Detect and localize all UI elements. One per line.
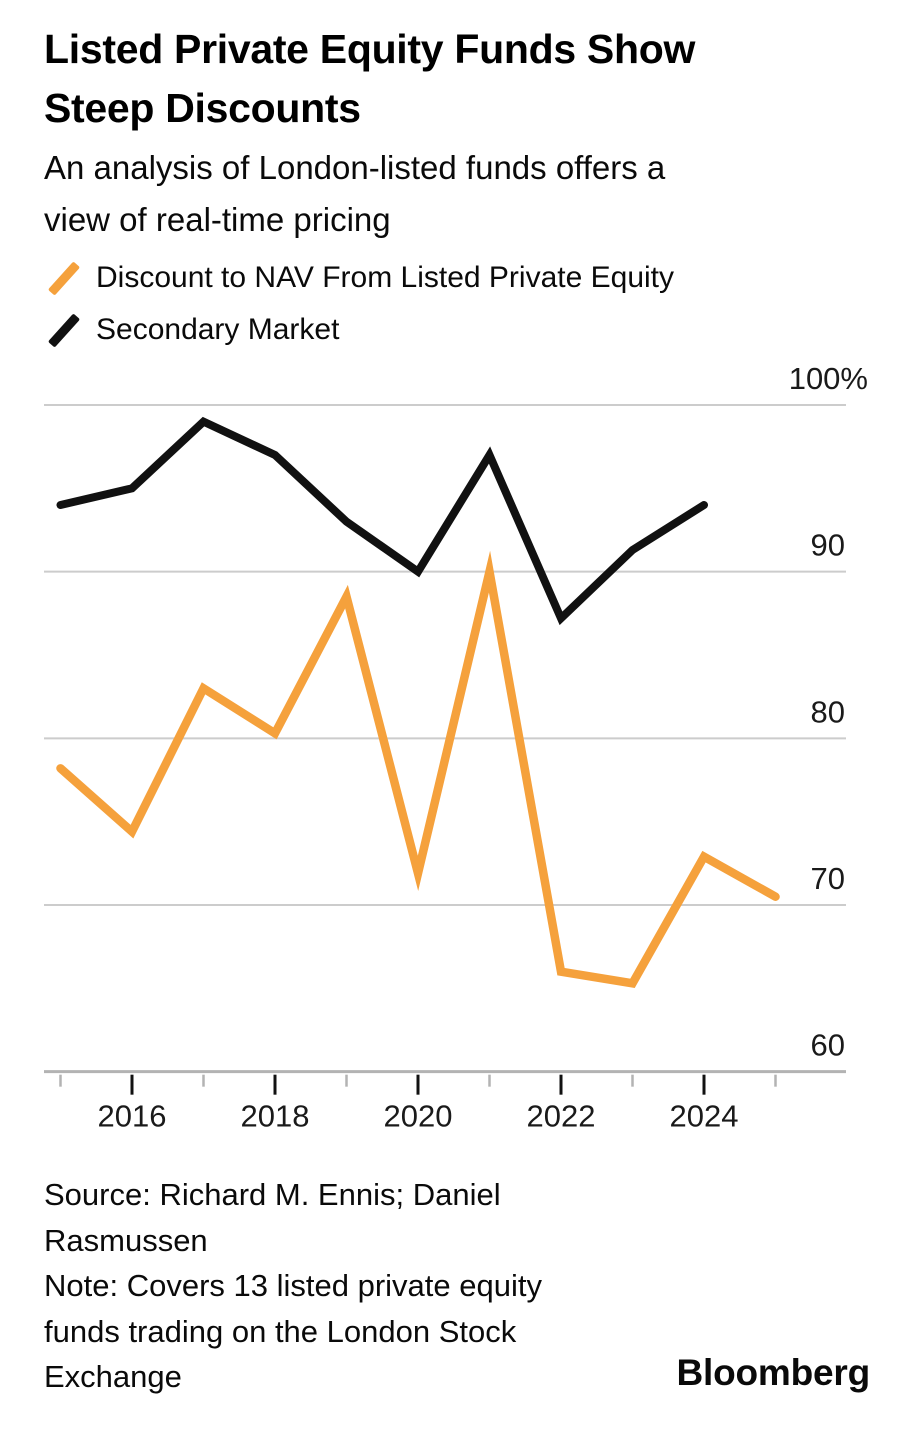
- legend-slash-orange-icon: [44, 258, 84, 298]
- svg-text:70: 70: [811, 861, 845, 896]
- svg-text:2020: 2020: [384, 1099, 453, 1134]
- svg-text:80: 80: [811, 694, 845, 729]
- chart-subtitle: An analysis of London-listed funds offer…: [44, 142, 874, 246]
- chart-subtitle-line2: view of real-time pricing: [44, 201, 391, 238]
- footer-notes: Source: Richard M. Ennis; Daniel Rasmuss…: [44, 1172, 704, 1400]
- svg-text:2022: 2022: [527, 1099, 596, 1134]
- legend-slash-black-icon: [44, 310, 84, 350]
- svg-text:90: 90: [811, 528, 845, 563]
- chart-title-line1: Listed Private Equity Funds Show: [44, 26, 696, 72]
- chart-title-line2: Steep Discounts: [44, 85, 361, 131]
- line-chart-plot: 2016 2018 2020 2022 2024 100% 90 80 70 60: [44, 361, 868, 1134]
- source-text-line2: Rasmussen: [44, 1222, 208, 1258]
- legend: Discount to NAV From Listed Private Equi…: [44, 252, 874, 356]
- legend-label: Discount to NAV From Listed Private Equi…: [96, 261, 674, 294]
- chart-title: Listed Private Equity Funds Show Steep D…: [44, 20, 874, 138]
- svg-text:2016: 2016: [98, 1099, 167, 1134]
- note-text-line1: Note: Covers 13 listed private equity: [44, 1268, 542, 1303]
- note-text-line3: Exchange: [44, 1359, 182, 1394]
- legend-item-discount-to-nav: Discount to NAV From Listed Private Equi…: [44, 252, 874, 304]
- bloomberg-logo: Bloomberg: [676, 1352, 871, 1393]
- source-text-line1: Source: Richard M. Ennis; Daniel: [44, 1177, 501, 1212]
- chart-subtitle-line1: An analysis of London-listed funds offer…: [44, 149, 666, 186]
- svg-text:2018: 2018: [241, 1099, 310, 1134]
- svg-text:2024: 2024: [670, 1099, 739, 1134]
- note-text-line2: funds trading on the London Stock: [44, 1313, 517, 1349]
- legend-item-secondary-market: Secondary Market: [44, 304, 874, 356]
- svg-text:100%: 100%: [789, 361, 868, 396]
- legend-label: Secondary Market: [96, 313, 340, 346]
- svg-text:60: 60: [811, 1028, 845, 1063]
